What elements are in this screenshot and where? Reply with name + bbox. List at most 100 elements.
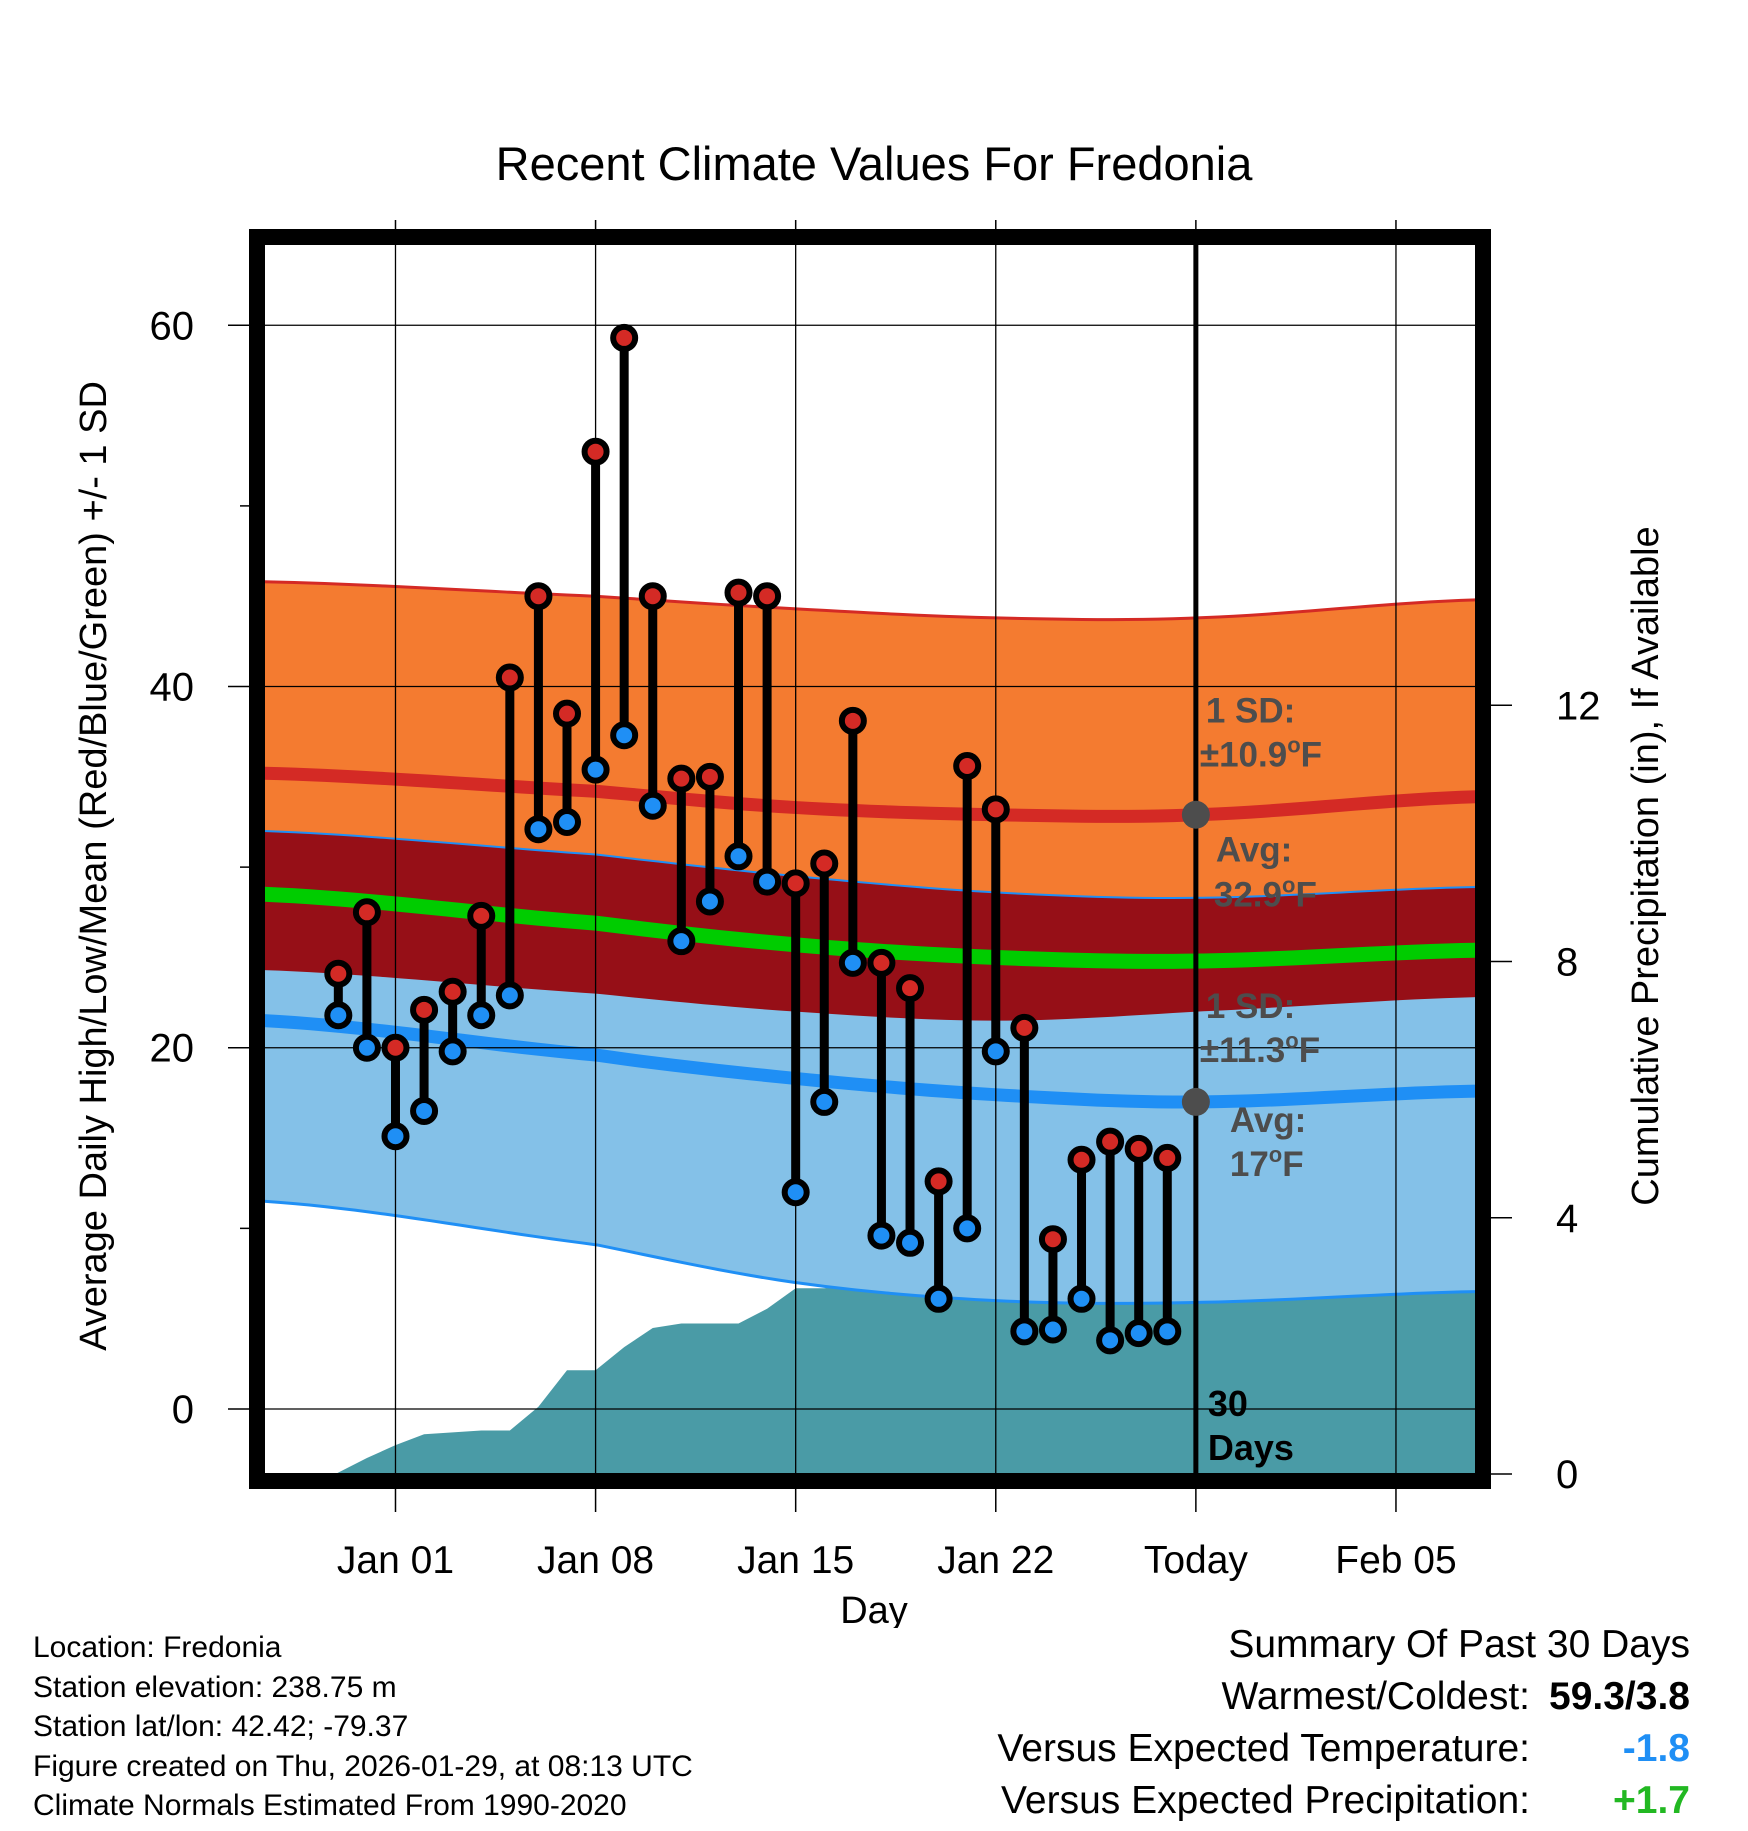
high-upper-line [264, 580, 1476, 622]
daily-high-point [981, 795, 1010, 824]
daily-low-point [695, 887, 724, 916]
daily-low-point [467, 1001, 496, 1030]
daily-high-point [524, 582, 553, 611]
daily-low-point [896, 1228, 925, 1257]
meta-normals: Climate Normals Estimated From 1990-2020 [33, 1789, 627, 1822]
low-avg-today-marker [1181, 1087, 1210, 1116]
daily-low-point [438, 1037, 467, 1066]
daily-high-point [1096, 1127, 1125, 1156]
y-right-tick-label: 8 [1556, 941, 1578, 985]
mean-avg-line [264, 886, 1476, 969]
high-sd-value: ±10.9oF [1200, 733, 1322, 775]
summary-precip-row: Versus Expected Precipitation: +1.7 [997, 1779, 1690, 1831]
daily-low-point [324, 1001, 353, 1030]
daily-high-point [495, 663, 524, 692]
low-avg-label: Avg: [1230, 1101, 1306, 1140]
normal-bands [264, 580, 1476, 1474]
daily-low-point [410, 1096, 439, 1125]
summary-warm-cold-value: 59.3/3.8 [1549, 1675, 1690, 1718]
daily-low-point [1067, 1284, 1096, 1313]
daily-marks [324, 323, 1182, 1355]
x-tick-label: Jan 15 [737, 1539, 854, 1582]
x-axis-label: Day [840, 1590, 908, 1628]
y-left-tick-label: 60 [150, 304, 195, 348]
daily-low-point [810, 1087, 839, 1116]
meta-latlon: Station lat/lon: 42.42; -79.37 [33, 1710, 409, 1743]
chart-title: Recent Climate Values For Fredonia [496, 137, 1254, 190]
daily-low-point [1096, 1326, 1125, 1355]
daily-low-point [1153, 1317, 1182, 1346]
daily-high-point [610, 323, 639, 352]
daily-low-point [667, 927, 696, 956]
station-metadata: Location: Fredonia Station elevation: 23… [33, 1628, 693, 1826]
daily-low-point [352, 1033, 381, 1062]
axes: 0 20 40 60 0 4 8 12 Jan 01 Jan 08 Jan 15 Jan 22 Toda… [150, 220, 1601, 1582]
meta-location: Location: Fredonia [33, 1631, 282, 1664]
daily-high-point [381, 1033, 410, 1062]
y-right-tick-label: 12 [1556, 684, 1601, 728]
x-tick-label: Jan 01 [337, 1539, 454, 1582]
daily-low-point [753, 867, 782, 896]
summary-title: Summary Of Past 30 Days [1228, 1623, 1690, 1666]
summary-precip-value: +1.7 [1613, 1779, 1690, 1822]
daily-high-point [924, 1167, 953, 1196]
daily-high-point [753, 582, 782, 611]
high-avg-value: 32.9oF [1214, 873, 1317, 915]
daily-low-point [1124, 1319, 1153, 1348]
low-avg-value: 17oF [1230, 1142, 1304, 1184]
y-right-tick-label: 4 [1556, 1197, 1578, 1241]
y-left-tick-label: 20 [150, 1027, 195, 1071]
summary-warm-cold-label: Warmest/Coldest: [1221, 1675, 1530, 1718]
summary-warm-cold-row: Warmest/Coldest: 59.3/3.8 [997, 1675, 1690, 1727]
daily-high-point [724, 578, 753, 607]
summary-temp-label: Versus Expected Temperature: [997, 1727, 1530, 1770]
daily-high-point [695, 762, 724, 791]
meta-created: Figure created on Thu, 2026-01-29, at 08… [33, 1749, 693, 1783]
y-left-tick-label: 0 [172, 1388, 194, 1432]
plot-frame [249, 229, 1491, 1489]
meta-elevation: Station elevation: 238.75 m [33, 1670, 397, 1704]
daily-high-point [553, 699, 581, 728]
y-left-tick-label: 40 [150, 666, 195, 710]
daily-low-point [381, 1122, 410, 1151]
daily-low-point [924, 1284, 953, 1313]
daily-low-point [781, 1178, 810, 1207]
high-avg-label: Avg: [1216, 831, 1292, 870]
low-sd-value: ±11.3oF [1200, 1028, 1320, 1070]
daily-high-point [838, 706, 867, 735]
daily-high-point [410, 995, 439, 1024]
daily-high-point [1038, 1225, 1067, 1254]
daily-low-point [495, 981, 524, 1010]
daily-high-point [1153, 1143, 1182, 1172]
daily-high-point [581, 437, 610, 466]
daily-low-point [581, 755, 610, 784]
daily-high-point [667, 764, 696, 793]
high-avg-today-marker [1181, 800, 1210, 829]
daily-low-point [638, 791, 667, 820]
daily-high-point [953, 751, 982, 780]
daily-high-point [810, 849, 839, 878]
daily-high-point [1010, 1013, 1039, 1042]
daily-low-point [610, 721, 639, 750]
climate-chart: Recent Climate Values For Fredonia 0 20 40… [73, 137, 1667, 1628]
high-sd-label: 1 SD: [1206, 692, 1295, 731]
high-avg-line [264, 766, 1476, 823]
low-upper-line [264, 830, 1476, 900]
daily-high-point [324, 959, 353, 988]
daily-high-point [438, 977, 467, 1006]
summary-temp-row: Versus Expected Temperature: -1.8 [997, 1727, 1690, 1779]
days-count-number: 30 [1208, 1383, 1248, 1424]
daily-low-point [867, 1221, 896, 1250]
overlap-band [264, 831, 1476, 1021]
daily-high-point [1067, 1145, 1096, 1174]
daily-high-point [638, 582, 667, 611]
daily-high-point [1124, 1134, 1153, 1163]
x-tick-label: Feb 05 [1335, 1539, 1456, 1582]
low-sd-label: 1 SD: [1206, 987, 1295, 1026]
summary-temp-value: -1.8 [1622, 1727, 1690, 1770]
x-tick-label: Today [1144, 1539, 1249, 1582]
daily-low-point [553, 807, 581, 836]
daily-low-point [1010, 1317, 1039, 1346]
daily-low-point [724, 842, 753, 871]
